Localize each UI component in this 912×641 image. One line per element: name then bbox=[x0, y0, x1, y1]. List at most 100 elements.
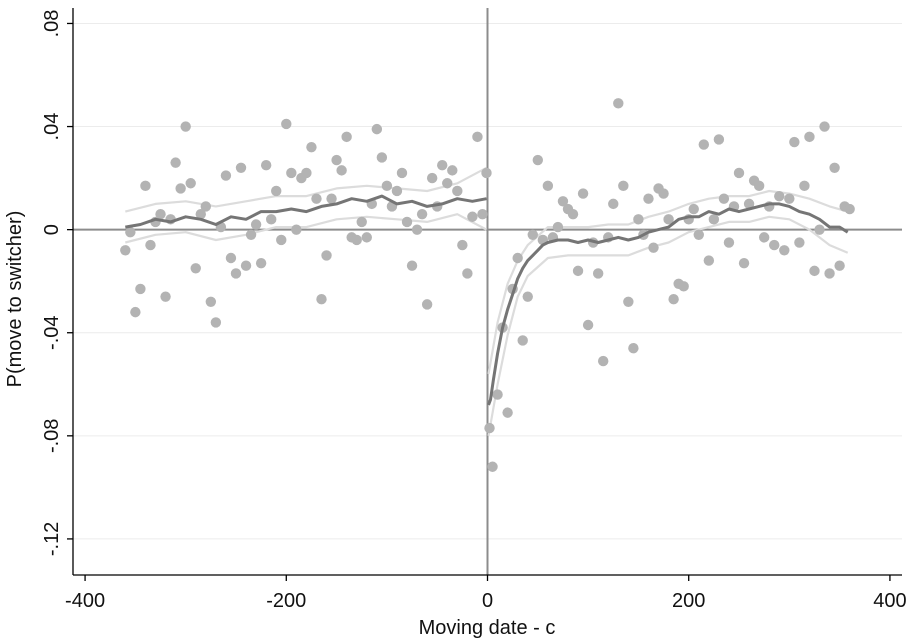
data-point bbox=[225, 252, 237, 264]
data-point bbox=[291, 224, 302, 235]
data-point bbox=[220, 170, 232, 181]
data-point bbox=[437, 160, 448, 171]
data-point bbox=[245, 229, 257, 240]
data-point bbox=[185, 178, 196, 189]
data-point bbox=[522, 291, 533, 302]
data-point bbox=[235, 162, 247, 173]
data-point bbox=[492, 389, 503, 400]
data-point bbox=[321, 250, 332, 261]
x-tick-label: -200 bbox=[266, 590, 306, 612]
data-point bbox=[844, 203, 855, 215]
data-point bbox=[411, 224, 423, 235]
data-point bbox=[281, 118, 292, 130]
data-point bbox=[708, 214, 720, 225]
data-point bbox=[442, 178, 453, 189]
y-axis-title: P(move to switcher) bbox=[4, 211, 26, 388]
data-point bbox=[316, 294, 327, 305]
y-tick-label: -.12 bbox=[41, 522, 63, 556]
data-point bbox=[135, 283, 146, 295]
data-point bbox=[462, 268, 473, 279]
data-point bbox=[195, 208, 206, 220]
reference-lines bbox=[73, 8, 902, 575]
data-point bbox=[532, 154, 544, 166]
data-point bbox=[799, 180, 810, 192]
data-point bbox=[703, 255, 715, 266]
data-point bbox=[477, 208, 488, 220]
data-point bbox=[502, 407, 513, 418]
data-point bbox=[698, 139, 710, 150]
x-tick-label: 0 bbox=[482, 590, 493, 612]
data-point bbox=[396, 167, 408, 179]
data-point bbox=[769, 239, 780, 251]
data-point bbox=[718, 193, 730, 204]
data-point bbox=[276, 234, 287, 246]
data-point bbox=[155, 208, 166, 220]
data-point bbox=[472, 131, 483, 143]
data-point bbox=[789, 136, 800, 148]
data-point bbox=[723, 237, 735, 248]
data-point bbox=[200, 201, 212, 212]
data-point bbox=[713, 134, 725, 145]
data-point bbox=[577, 188, 589, 199]
data-point bbox=[457, 239, 468, 251]
ci-lower-line bbox=[125, 213, 488, 244]
x-tick-label: 400 bbox=[873, 590, 906, 612]
data-point bbox=[250, 219, 262, 230]
data-point bbox=[311, 193, 322, 204]
y-tick-label: -.04 bbox=[41, 316, 63, 350]
data-point bbox=[484, 422, 495, 434]
fit-line bbox=[487, 202, 849, 406]
data-point bbox=[824, 268, 835, 279]
data-point bbox=[743, 198, 755, 210]
data-point bbox=[265, 214, 277, 225]
data-point bbox=[170, 157, 181, 168]
data-point bbox=[517, 335, 528, 346]
data-point bbox=[678, 281, 689, 292]
data-point bbox=[140, 180, 151, 192]
data-point bbox=[613, 98, 624, 109]
data-point bbox=[628, 343, 639, 354]
data-point bbox=[688, 203, 699, 215]
data-point bbox=[648, 242, 659, 253]
data-point bbox=[592, 268, 604, 279]
data-point bbox=[774, 190, 785, 202]
data-point bbox=[361, 232, 372, 243]
data-point bbox=[336, 165, 347, 176]
axes bbox=[67, 8, 902, 581]
y-tick-label: 0 bbox=[41, 224, 63, 235]
data-point bbox=[452, 185, 463, 197]
y-tick-label: .04 bbox=[41, 113, 63, 141]
data-point bbox=[623, 296, 634, 308]
data-point bbox=[567, 208, 579, 220]
data-point bbox=[552, 221, 564, 233]
y-tick-label: .08 bbox=[41, 10, 63, 38]
data-point bbox=[794, 237, 805, 248]
data-point bbox=[512, 252, 523, 264]
data-point bbox=[125, 227, 136, 238]
data-point bbox=[829, 162, 840, 173]
data-point bbox=[447, 165, 458, 176]
data-point bbox=[663, 214, 674, 225]
data-point bbox=[733, 167, 745, 179]
data-point bbox=[753, 180, 765, 192]
data-point bbox=[693, 229, 704, 240]
data-point bbox=[260, 160, 272, 171]
data-point bbox=[758, 232, 770, 243]
data-point bbox=[416, 208, 428, 220]
data-point bbox=[180, 121, 191, 132]
data-point bbox=[819, 121, 830, 132]
data-point bbox=[421, 299, 433, 310]
data-point bbox=[572, 265, 584, 277]
data-point bbox=[643, 193, 654, 204]
fit-line bbox=[125, 194, 487, 229]
fit-lines bbox=[125, 194, 849, 406]
data-point bbox=[326, 193, 337, 204]
data-point bbox=[255, 257, 267, 269]
data-point bbox=[481, 167, 492, 179]
data-point bbox=[240, 260, 252, 271]
data-point bbox=[286, 167, 297, 179]
data-point bbox=[130, 306, 141, 318]
data-point bbox=[582, 319, 594, 331]
